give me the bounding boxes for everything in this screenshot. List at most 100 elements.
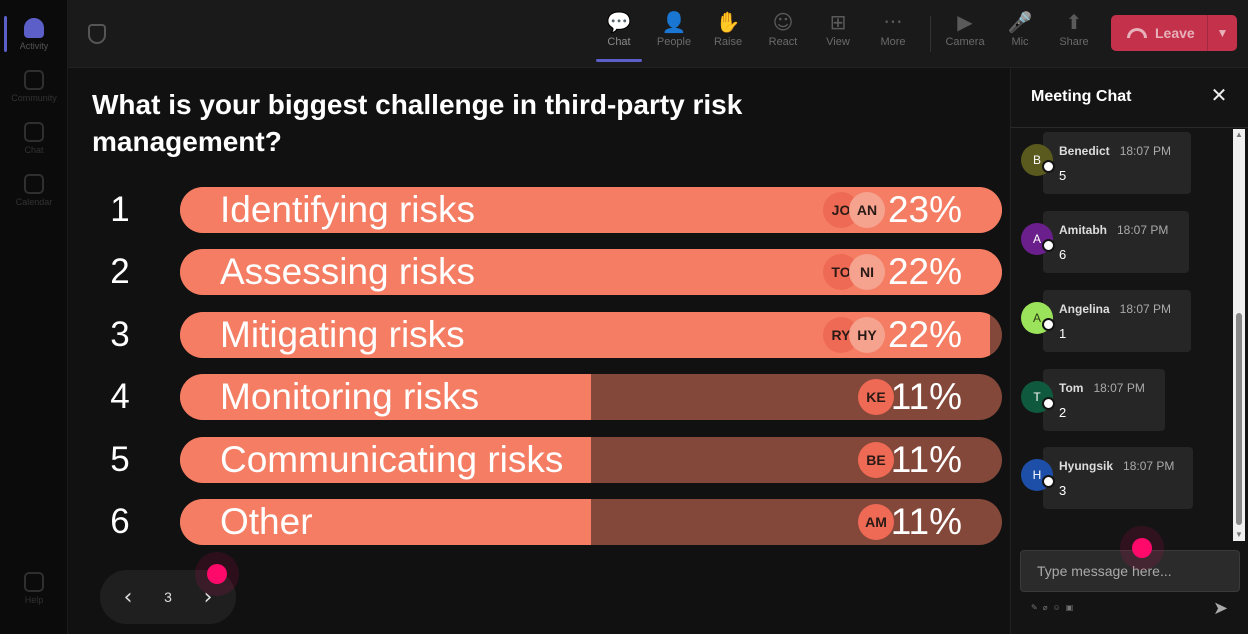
toolbar-button-label: View xyxy=(826,36,850,48)
view-grid-icon: ⊞ xyxy=(829,10,847,34)
send-icon[interactable]: ➤ xyxy=(1213,598,1229,619)
gif-icon[interactable]: ▣ xyxy=(1065,603,1074,612)
toolbar-mic-button[interactable]: 🎤 Mic xyxy=(995,8,1045,62)
voter-avatar: BE xyxy=(858,442,894,478)
poll-panel: What is your biggest challenge in third-… xyxy=(68,68,1010,634)
rail-item-chat[interactable]: Chat xyxy=(0,112,68,164)
poll-option-row[interactable]: 4 Monitoring risks 11% KE xyxy=(68,374,1010,420)
option-result-bar: Monitoring risks 11% KE xyxy=(180,374,1002,420)
toolbar-raise-button[interactable]: ✋ Raise xyxy=(703,8,753,62)
option-percent: 22% xyxy=(887,314,962,355)
message-input[interactable] xyxy=(1021,551,1239,591)
poll-option-row[interactable]: 1 Identifying risks 23% JO AN xyxy=(68,187,1010,233)
poll-question: What is your biggest challenge in third-… xyxy=(92,89,743,157)
toolbar-share-button[interactable]: ⬆ Share xyxy=(1049,8,1099,62)
message-time: 18:07 PM xyxy=(1117,223,1169,237)
option-result-fill xyxy=(180,437,591,483)
chat-title: Meeting Chat xyxy=(1031,88,1132,105)
voter-avatar: NI xyxy=(849,254,885,290)
toolbar-more-button[interactable]: ··· More xyxy=(868,8,918,62)
option-result-bar: Assessing risks 22% TO NI xyxy=(180,249,1002,295)
toolbar-camera-button[interactable]: ▶ Camera xyxy=(940,8,990,62)
scrollbar-thumb[interactable] xyxy=(1236,313,1242,525)
option-label: Identifying risks xyxy=(220,189,475,230)
option-result-bar: Communicating risks 11% BE xyxy=(180,437,1002,483)
message-bubble[interactable]: Benedict 18:07 PM 5 xyxy=(1043,132,1191,194)
message-time: 18:07 PM xyxy=(1093,381,1145,395)
formatting-toolbar: ✎ ⌀ ☺ ▣ xyxy=(1031,603,1073,612)
toolbar-react-button[interactable]: ☺ React xyxy=(758,8,808,62)
message-time: 18:07 PM xyxy=(1119,302,1172,316)
rail-item-help[interactable]: Help xyxy=(0,562,68,614)
message-sender: Hyungsik xyxy=(1059,459,1114,473)
poll-option-row[interactable]: 3 Mitigating risks 22% RY HY xyxy=(68,312,1010,358)
toolbar-button-label: More xyxy=(880,36,906,48)
emoji-icon[interactable]: ☺ xyxy=(1052,603,1061,612)
avatar[interactable]: A xyxy=(1021,223,1055,255)
message-text: 3 xyxy=(1059,483,1067,498)
avatar[interactable]: H xyxy=(1021,459,1055,491)
voter-avatar: AM xyxy=(858,504,894,540)
more-icon: ··· xyxy=(883,10,903,34)
chat-icon xyxy=(24,121,44,142)
toolbar-view-button[interactable]: ⊞ View xyxy=(813,8,863,62)
toolbar-button-label: Camera xyxy=(945,36,985,48)
leave-label: Leave xyxy=(1155,25,1195,41)
option-percent: 11% xyxy=(890,376,962,417)
message-text: 1 xyxy=(1059,326,1067,341)
message-sender: Tom xyxy=(1059,381,1084,395)
poll-option-row[interactable]: 6 Other 11% AM xyxy=(68,499,1010,545)
mic-icon: 🎤 xyxy=(1007,10,1033,34)
avatar[interactable]: B xyxy=(1021,144,1055,176)
react-icon: ☺ xyxy=(772,10,794,34)
leave-options-chevron-icon[interactable]: ▼ xyxy=(1207,15,1237,51)
message-sender: Benedict xyxy=(1059,144,1110,158)
message-time: 18:07 PM xyxy=(1119,144,1172,158)
option-number: 1 xyxy=(110,190,130,229)
scroll-down-arrow-icon[interactable]: ▼ xyxy=(1235,530,1243,539)
option-number: 2 xyxy=(110,252,130,291)
option-number: 3 xyxy=(110,315,130,354)
avatar[interactable]: T xyxy=(1021,381,1055,413)
poll-option-row[interactable]: 2 Assessing risks 22% TO NI xyxy=(68,249,1010,295)
shield-icon[interactable] xyxy=(88,24,106,44)
toolbar-people-button[interactable]: 👤 People xyxy=(649,8,699,62)
format-icon[interactable]: ✎ xyxy=(1031,603,1038,612)
message-text: 6 xyxy=(1059,247,1067,262)
message-sender: Amitabh xyxy=(1059,223,1107,237)
scroll-up-arrow-icon[interactable]: ▲ xyxy=(1235,130,1243,139)
option-label: Monitoring risks xyxy=(220,376,480,417)
chat-scrollbar[interactable]: ▲ ▼ xyxy=(1233,129,1245,541)
option-percent: 23% xyxy=(887,189,962,230)
rail-item-calendar[interactable]: Calendar xyxy=(0,164,68,216)
option-percent: 22% xyxy=(887,251,962,292)
avatar[interactable]: A xyxy=(1021,302,1055,334)
option-result-bar: Identifying risks 23% JO AN xyxy=(180,187,1002,233)
cursor-indicator xyxy=(1132,538,1152,558)
toolbar-button-label: Mic xyxy=(1011,36,1029,48)
rail-item-community[interactable]: Community xyxy=(0,60,68,112)
toolbar-chat-button[interactable]: 💬 Chat xyxy=(594,8,644,62)
calendar-icon xyxy=(24,173,44,194)
previous-page-chevron-icon[interactable]: ‹ xyxy=(123,584,133,610)
message-bubble[interactable]: Amitabh 18:07 PM 6 xyxy=(1043,211,1189,273)
next-page-chevron-icon[interactable]: › xyxy=(203,584,213,610)
voter-avatar: AN xyxy=(849,192,885,228)
poll-option-row[interactable]: 5 Communicating risks 11% BE xyxy=(68,437,1010,483)
option-result-fill xyxy=(180,374,591,420)
toolbar-button-label: People xyxy=(656,36,692,48)
toolbar-button-label: Chat xyxy=(607,36,631,48)
message-bubble[interactable]: Angelina 18:07 PM 1 xyxy=(1043,290,1191,352)
leave-button[interactable]: Leave ▼ xyxy=(1111,15,1237,51)
close-icon[interactable]: ✕ xyxy=(1210,85,1228,107)
people-icon: 👤 xyxy=(661,10,687,34)
rail-item-label: Help xyxy=(24,594,44,605)
chat-icon: 💬 xyxy=(606,10,632,34)
option-label: Assessing risks xyxy=(220,251,475,292)
community-icon xyxy=(24,69,44,90)
message-bubble[interactable]: Tom 18:07 PM 2 xyxy=(1043,369,1165,431)
attach-icon[interactable]: ⌀ xyxy=(1042,603,1048,612)
message-text: 2 xyxy=(1059,405,1067,420)
message-bubble[interactable]: Hyungsik 18:07 PM 3 xyxy=(1043,447,1193,509)
rail-item-activity[interactable]: Activity xyxy=(0,8,68,60)
